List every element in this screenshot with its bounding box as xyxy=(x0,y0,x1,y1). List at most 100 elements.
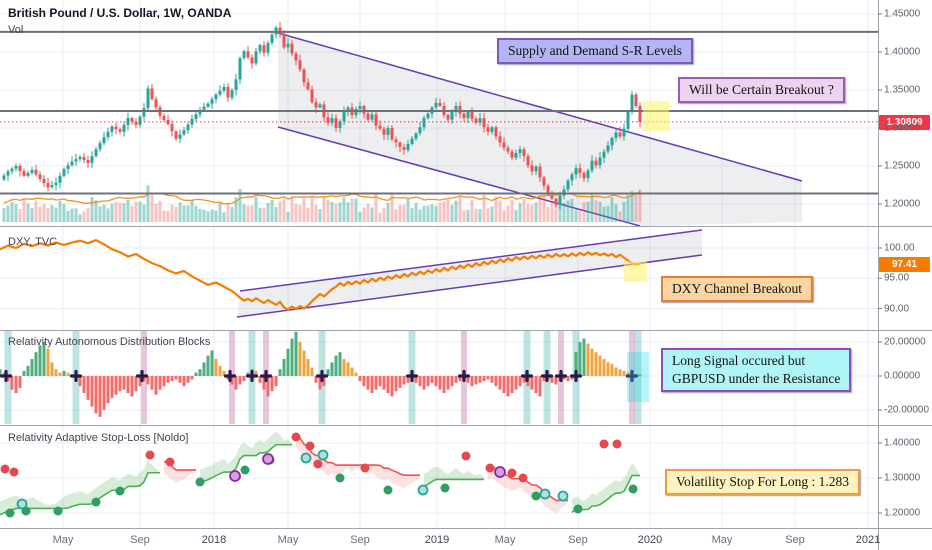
distribution-indicator-title[interactable]: Relativity Autonomous Distribution Block… xyxy=(8,336,211,348)
price-tick-label: 90.00 xyxy=(884,303,910,314)
long-stop-dot xyxy=(240,465,250,475)
time-tick-month: May xyxy=(52,534,74,546)
annotation-dxy-breakout-text: DXY Channel Breakout xyxy=(672,281,802,296)
price-tick-label: 1.30000 xyxy=(884,472,921,484)
dxy-channel-fill xyxy=(237,230,702,317)
annotation-dxy-breakout[interactable]: DXY Channel Breakout xyxy=(661,276,813,303)
breakout-highlight-box xyxy=(643,101,669,131)
long-stop-dot xyxy=(573,504,583,514)
price-tick-label: 1.25000 xyxy=(884,160,921,172)
exit-ring-marker xyxy=(417,484,429,496)
long-stop-dot xyxy=(5,508,15,518)
short-stop-dot xyxy=(599,439,609,449)
short-stop-dot xyxy=(165,457,175,467)
annotation-supply-demand[interactable]: Supply and Demand S-R Levels xyxy=(497,38,693,65)
time-tick-year: 2018 xyxy=(201,534,227,546)
price-tick-label: 1.30000 xyxy=(884,122,921,134)
stoploss-line-long xyxy=(571,474,640,513)
stoploss-band xyxy=(296,433,420,489)
price-tick-label: 1.20000 xyxy=(884,198,921,210)
stoploss-line-short xyxy=(295,433,420,477)
descending-channel-fill xyxy=(278,33,802,226)
long-stop-dot xyxy=(53,506,63,516)
time-tick-month: May xyxy=(494,534,516,546)
long-stop-dot xyxy=(91,497,101,507)
symbol-title[interactable]: British Pound / U.S. Dollar, 1W, OANDA xyxy=(8,6,232,20)
annotation-volatility-stop[interactable]: Volatility Stop For Long : 1.283 xyxy=(665,469,861,496)
long-stop-dot xyxy=(335,473,345,483)
reversal-ring-marker xyxy=(262,453,274,465)
short-stop-dot xyxy=(485,463,495,473)
dxy-symbol-label[interactable]: DXY, TVC xyxy=(8,236,58,248)
annotation-breakout-question-text: Will be Certain Breakout ? xyxy=(689,82,834,97)
annotation-long-signal-line2: GBPUSD under the Resistance xyxy=(672,371,841,387)
long-stop-dot xyxy=(115,486,125,496)
descending-channel-upper-line xyxy=(277,32,803,182)
price-tick-label: 1.45000 xyxy=(884,8,921,20)
exit-ring-marker xyxy=(300,452,312,464)
stoploss-band xyxy=(572,462,640,513)
short-stop-dot xyxy=(507,468,517,478)
dxy-breakout-highlight-box xyxy=(624,261,647,282)
annotation-breakout-question[interactable]: Will be Certain Breakout ? xyxy=(678,77,845,104)
distribution-teal-band xyxy=(634,331,642,424)
time-tick-month: Sep xyxy=(350,534,370,546)
short-stop-dot xyxy=(360,463,370,473)
stoploss-line-long xyxy=(199,443,292,484)
time-tick-month: Sep xyxy=(785,534,805,546)
time-tick-year: 2019 xyxy=(424,534,450,546)
exit-ring-marker xyxy=(16,498,28,510)
dxy-price-flag: 97.41 xyxy=(879,256,930,272)
gbpusd-price-flag: 1.30809 xyxy=(879,114,930,130)
stoploss-band xyxy=(200,431,292,483)
short-stop-dot xyxy=(9,467,19,477)
time-tick-year: 2020 xyxy=(637,534,663,546)
short-stop-dot xyxy=(291,432,301,442)
long-stop-dot xyxy=(195,477,205,487)
stoploss-band xyxy=(424,466,484,487)
long-signal-highlight-box xyxy=(627,352,649,402)
reversal-ring-marker xyxy=(229,470,241,482)
time-tick-month: May xyxy=(277,534,299,546)
volume-indicator-label[interactable]: Vol xyxy=(8,24,24,36)
exit-ring-marker xyxy=(317,449,329,461)
time-tick-month: Sep xyxy=(130,534,150,546)
time-tick-month: Sep xyxy=(568,534,588,546)
short-stop-dot xyxy=(305,441,315,451)
reversal-ring-marker xyxy=(494,466,506,478)
exit-ring-marker xyxy=(557,490,569,502)
time-tick-year: 2021 xyxy=(855,534,881,546)
short-stop-dot xyxy=(145,450,155,460)
price-tick-label: 20.00000 xyxy=(884,336,926,348)
annotation-supply-demand-text: Supply and Demand S-R Levels xyxy=(508,43,682,58)
short-stop-dot xyxy=(0,464,10,474)
dxy-price-line xyxy=(0,239,642,311)
volume-bars-layer xyxy=(2,185,642,222)
exit-ring-marker xyxy=(539,488,551,500)
price-tick-label: 0.00000 xyxy=(884,370,921,382)
annotation-volatility-stop-text: Volatility Stop For Long : 1.283 xyxy=(676,474,850,489)
price-tick-label: 100.00 xyxy=(884,242,915,254)
price-tick-label: 1.20000 xyxy=(884,507,921,519)
time-tick-month: May xyxy=(711,534,733,546)
long-stop-dot xyxy=(628,484,638,494)
stoploss-band xyxy=(488,466,568,514)
candles-layer xyxy=(2,22,642,210)
price-tick-label: 95.00 xyxy=(884,272,910,284)
long-stop-dot xyxy=(440,483,450,493)
price-tick-label: 1.35000 xyxy=(884,84,921,96)
descending-channel-lower-line xyxy=(277,126,641,227)
volume-ma-line xyxy=(3,190,641,205)
price-tick-label: 1.40000 xyxy=(884,46,921,58)
annotation-long-signal[interactable]: Long Signal occured but GBPUSD under the… xyxy=(661,348,852,393)
annotation-long-signal-line1: Long Signal occured but xyxy=(672,353,806,368)
price-tick-label: 1.40000 xyxy=(884,437,921,449)
long-stop-dot xyxy=(383,485,393,495)
stoploss-indicator-title[interactable]: Relativity Adaptive Stop-Loss [Noldo] xyxy=(8,432,189,444)
stoploss-line-long xyxy=(423,478,484,488)
short-stop-dot xyxy=(518,473,528,483)
short-stop-dot xyxy=(612,439,622,449)
short-stop-dot xyxy=(313,459,323,469)
short-stop-dot xyxy=(461,451,471,461)
